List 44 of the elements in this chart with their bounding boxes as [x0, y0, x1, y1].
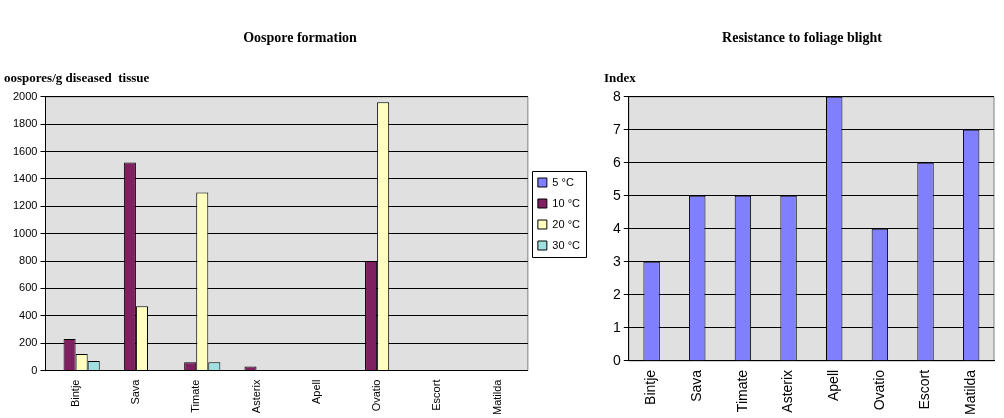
- y-tick-label: 400: [19, 308, 38, 321]
- y-tick-label: 5: [612, 186, 621, 203]
- y-tick-label: 1: [612, 318, 621, 335]
- x-tick-label: Escort: [916, 369, 933, 410]
- x-tick-label: Sava: [128, 378, 141, 405]
- x-tick-label: Escort: [430, 379, 443, 411]
- y-tick-label: 200: [19, 336, 38, 349]
- x-tick-label: Matilda: [490, 378, 503, 416]
- y-tick-label: 8: [612, 87, 621, 104]
- legend-label: 5 °C: [552, 175, 574, 188]
- y-axis-title: Index: [604, 69, 637, 85]
- y-tick-label: 3: [612, 252, 621, 269]
- y-tick-label: 1400: [12, 171, 38, 184]
- x-tick-label: Asterix: [249, 379, 262, 414]
- x-tick-label: Bintje: [642, 369, 659, 405]
- y-tick-label: 2: [612, 285, 621, 302]
- y-tick-label: 6: [612, 153, 621, 170]
- x-tick-label: Ovatio: [370, 379, 383, 412]
- y-tick-label: 1600: [12, 144, 38, 157]
- y-tick-label: 1000: [12, 226, 38, 239]
- x-tick-label: Apell: [825, 369, 842, 402]
- x-tick-label: Matilda: [962, 369, 979, 416]
- legend-label: 10 °C: [552, 196, 581, 209]
- legend-label: 30 °C: [552, 238, 581, 251]
- y-tick-label: 0: [31, 363, 38, 376]
- x-tick-label: Timate: [189, 379, 202, 413]
- y-tick-label: 1200: [12, 199, 38, 212]
- y-tick-label: 2000: [12, 89, 38, 102]
- y-tick-label: 800: [19, 254, 38, 267]
- y-tick-label: 600: [19, 281, 38, 294]
- y-tick-label: 0: [612, 351, 621, 368]
- x-tick-label: Apell: [309, 379, 322, 405]
- x-tick-label: Asterix: [779, 369, 796, 413]
- legend-label: 20 °C: [552, 217, 581, 230]
- x-tick-label: Timate: [733, 369, 750, 413]
- x-tick-label: Bintje: [68, 379, 81, 408]
- y-tick-label: 1800: [12, 117, 38, 130]
- y-tick-label: 4: [612, 219, 621, 236]
- x-tick-label: Sava: [688, 369, 705, 402]
- chart-title: Resistance to foliage blight: [722, 30, 883, 46]
- x-tick-label: Ovatio: [870, 369, 887, 411]
- y-axis-title: oospores/g diseased tissue: [4, 69, 150, 85]
- chart-title: Oospore formation: [243, 30, 358, 46]
- y-tick-label: 7: [612, 120, 621, 137]
